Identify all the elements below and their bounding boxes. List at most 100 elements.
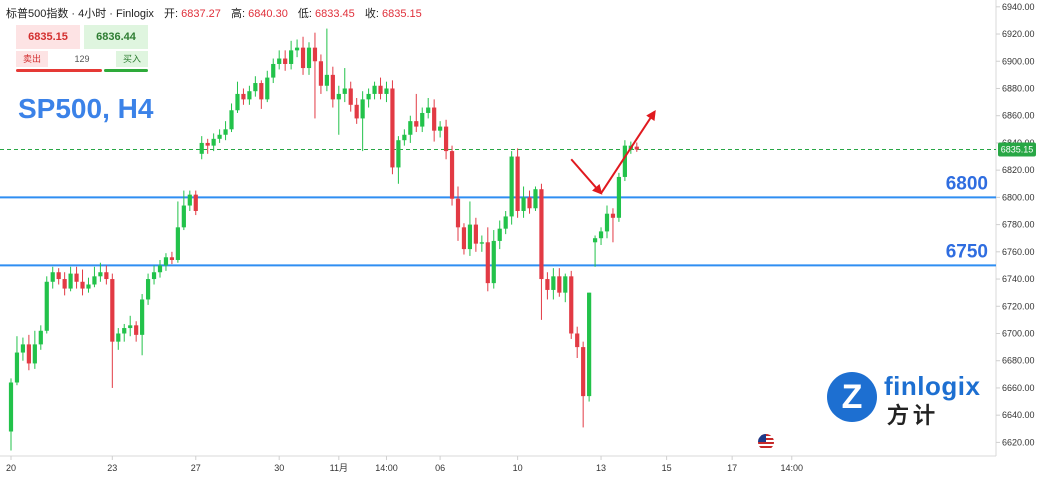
candle-body (128, 325, 133, 329)
candle-body (360, 99, 365, 119)
candle-body (336, 93, 341, 100)
candle-body (312, 47, 318, 62)
candle-body (610, 213, 616, 218)
candle-body (324, 74, 329, 86)
close-value: 6835.15 (381, 8, 422, 20)
price-tick-label: 6640.00 (1002, 410, 1035, 420)
candle-body (318, 61, 324, 86)
candle-body (557, 276, 562, 293)
candle-body (104, 272, 109, 280)
candle-body (420, 112, 425, 127)
candle-body (116, 333, 121, 342)
time-tick-label: 13 (596, 463, 606, 473)
symbol-label: SP500, H4 (18, 93, 154, 124)
current-price-tag (998, 142, 1036, 157)
buy-price-button[interactable]: 6836.44 (84, 25, 148, 49)
candle-body (74, 273, 79, 282)
candle-body (503, 216, 508, 229)
candle-body (62, 279, 67, 289)
buy-button[interactable]: 买入 (116, 51, 148, 67)
candle-body (592, 238, 598, 243)
price-tick-label: 6940.00 (1002, 2, 1035, 12)
candle-body (134, 325, 139, 335)
candle-body (408, 121, 413, 135)
candle-body (575, 333, 580, 348)
candle-body (443, 126, 449, 152)
chart-header: 标普500指数 · 4小时 · Finlogix 开: 6837.27 高: 6… (6, 5, 422, 21)
candle-body (306, 47, 312, 69)
close-label: 收: (364, 8, 379, 20)
candle-body (169, 257, 175, 260)
time-tick-label: 14:00 (375, 463, 398, 473)
price-tick-label: 6720.00 (1002, 301, 1035, 311)
time-tick-label: 27 (191, 463, 201, 473)
time-tick-label: 20 (6, 463, 16, 473)
candle-body (616, 176, 622, 218)
time-tick-label: 10 (513, 463, 523, 473)
candle-body (289, 50, 294, 64)
candle-body (151, 272, 157, 280)
candle-body (20, 344, 26, 353)
time-tick-label: 06 (435, 463, 445, 473)
candle-body (277, 58, 282, 64)
candle-body (247, 91, 252, 100)
price-tick-label: 6800.00 (1002, 192, 1035, 202)
candle-body (205, 142, 210, 146)
logo-text: finlogix (884, 371, 981, 401)
candle-body (193, 194, 198, 211)
candle-body (396, 140, 401, 168)
sell-button[interactable]: 卖出 (16, 51, 48, 67)
candle-body (563, 276, 568, 293)
price-tick-label: 6660.00 (1002, 383, 1035, 393)
candle-body (32, 344, 37, 364)
candle-body (181, 205, 186, 228)
time-tick-label: 17 (727, 463, 737, 473)
candle-body (509, 156, 514, 217)
finlogix-z-logo-icon: Z (827, 372, 877, 422)
candle-body (533, 189, 538, 209)
candle-body (259, 83, 264, 100)
candle-body (634, 146, 639, 150)
low-value: 6833.45 (315, 8, 355, 20)
candle-body (581, 347, 586, 397)
time-tick-label: 14:00 (780, 463, 803, 473)
candle-body (390, 88, 395, 168)
candle-body (271, 63, 276, 78)
price-tick-label: 6760.00 (1002, 247, 1035, 257)
price-tick-label: 6700.00 (1002, 328, 1035, 338)
us-flag-icon[interactable] (758, 434, 774, 450)
forecast-arrow (600, 109, 656, 194)
sell-price-button[interactable]: 6835.15 (16, 25, 80, 49)
candle-body (145, 279, 151, 300)
chart-title: 标普500指数 · 4小时 · Finlogix (6, 8, 154, 20)
candle-body (604, 213, 610, 232)
candle-body (330, 74, 335, 100)
candle-body (545, 279, 550, 290)
candle-body (122, 328, 127, 334)
candle-body (539, 189, 544, 280)
candle-body (283, 58, 288, 64)
candle-body (622, 145, 627, 177)
candle-body (414, 121, 419, 127)
candle-body (438, 126, 443, 131)
candle-body (163, 257, 169, 266)
time-tick-label: 30 (274, 463, 284, 473)
candle-body (467, 224, 473, 250)
candle-body (229, 110, 234, 130)
candle-body (300, 47, 306, 69)
candle-body (235, 93, 240, 111)
price-tick-label: 6820.00 (1002, 165, 1035, 175)
candle-body (44, 281, 49, 331)
candle-body (50, 272, 55, 282)
level-label-6750: 6750 (946, 241, 988, 262)
candle-body (68, 273, 73, 289)
high-value: 6840.30 (248, 8, 288, 20)
candle-body (98, 272, 103, 277)
candle-body (473, 224, 478, 244)
candle-body (527, 197, 532, 209)
candle-body (38, 330, 43, 345)
candle-body (80, 281, 85, 289)
candle-body (485, 242, 490, 284)
spread-value: 129 (74, 54, 90, 64)
